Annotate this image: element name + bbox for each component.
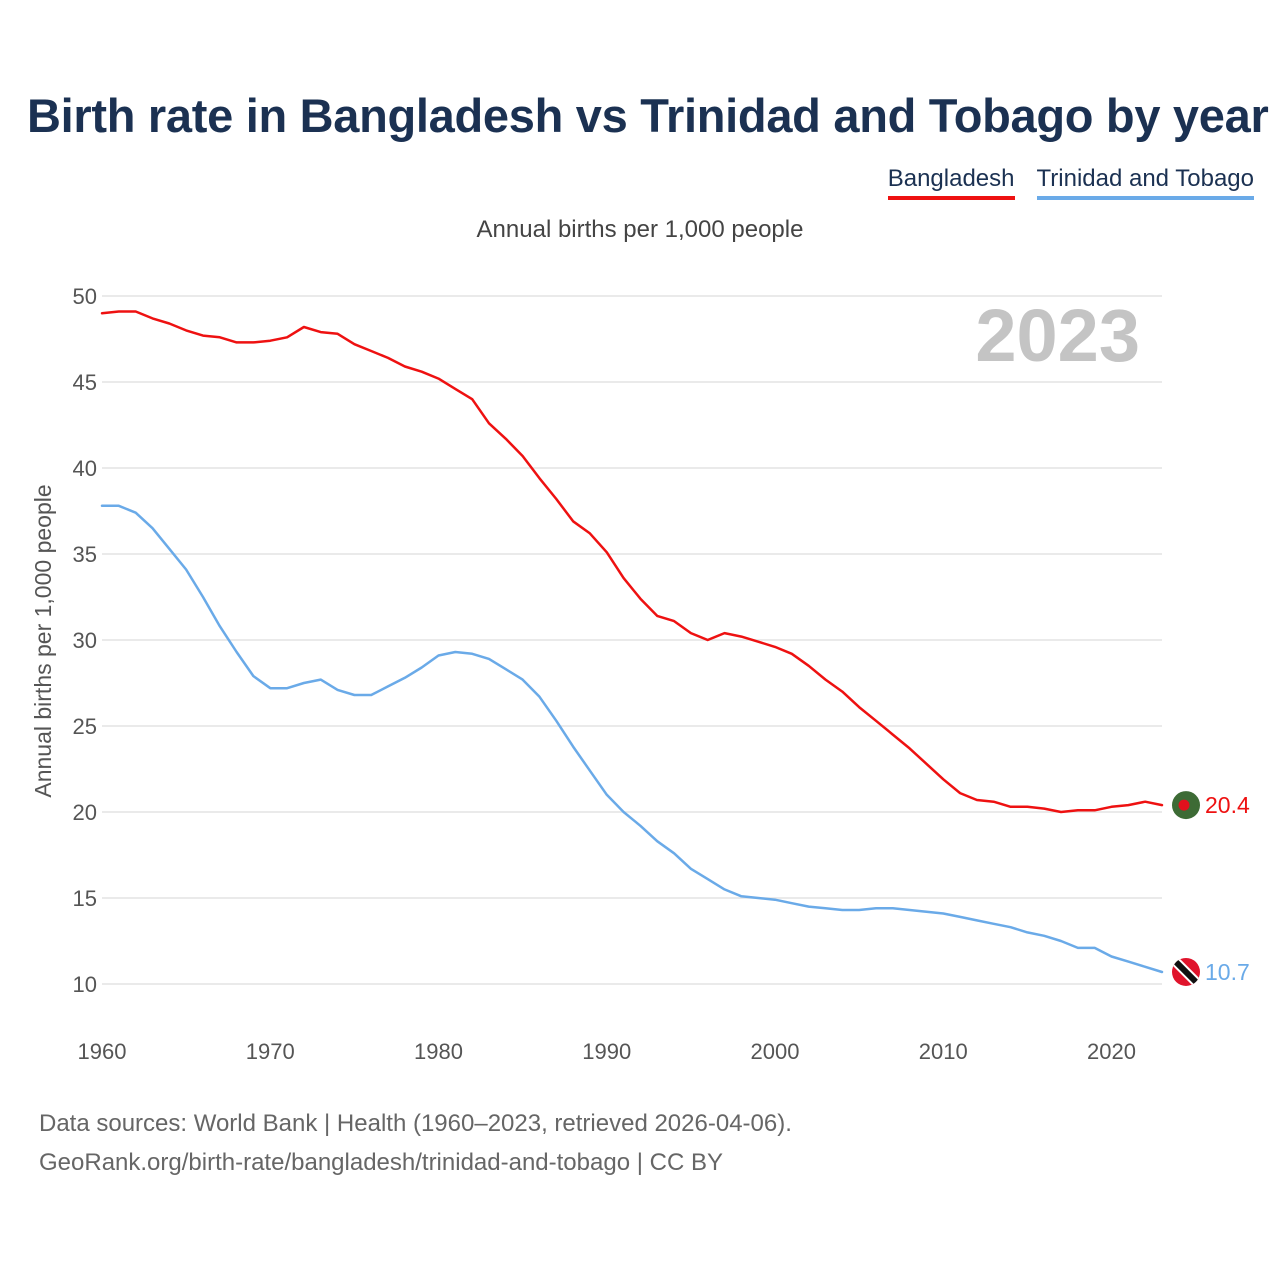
x-tick-label: 1960 — [78, 1039, 127, 1064]
y-tick-label: 45 — [73, 370, 97, 395]
y-tick-label: 20 — [73, 800, 97, 825]
legend-item-bangladesh[interactable]: Bangladesh — [887, 164, 1015, 200]
y-tick-label: 35 — [73, 542, 97, 567]
y-axis-label: Annual births per 1,000 people — [30, 484, 56, 797]
y-tick-label: 25 — [73, 714, 97, 739]
x-tick-label: 1980 — [414, 1039, 463, 1064]
footer: Data sources: World Bank | Health (1960–… — [39, 1104, 792, 1182]
end-value-label: 20.4 — [1205, 792, 1250, 818]
series-line-trinidad-and-tobago[interactable] — [100, 504, 1164, 974]
legend-item-trinidad-and-tobago[interactable]: Trinidad and Tobago — [1036, 164, 1254, 200]
x-tick-label: 2000 — [751, 1039, 800, 1064]
chart-title: Birth rate in Bangladesh vs Trinidad and… — [27, 89, 1269, 142]
y-tick-label: 50 — [73, 284, 97, 309]
y-tick-label: 30 — [73, 628, 97, 653]
legend: Bangladesh Trinidad and Tobago — [887, 164, 1254, 200]
x-tick-label: 2010 — [919, 1039, 968, 1064]
year-watermark: 2023 — [975, 294, 1140, 377]
chart-subtitle: Annual births per 1,000 people — [476, 216, 804, 243]
y-tick-label: 15 — [73, 886, 97, 911]
series-line-bangladesh[interactable] — [100, 310, 1164, 814]
y-tick-label: 40 — [73, 456, 97, 481]
trinidad-and-tobago-flag-icon — [1172, 957, 1200, 986]
bangladesh-flag-icon — [1172, 791, 1200, 820]
footer-sources: Data sources: World Bank | Health (1960–… — [39, 1110, 792, 1137]
footer-attribution: GeoRank.org/birth-rate/bangladesh/trinid… — [39, 1149, 723, 1176]
x-tick-label: 2020 — [1087, 1039, 1136, 1064]
line-chart: 2023 Annual births per 1,000 people 10 15… — [30, 284, 1250, 1064]
y-tick-label: 10 — [73, 972, 97, 997]
end-value-label: 10.7 — [1205, 959, 1250, 985]
x-tick-label: 1990 — [582, 1039, 631, 1064]
x-tick-label: 1970 — [246, 1039, 295, 1064]
